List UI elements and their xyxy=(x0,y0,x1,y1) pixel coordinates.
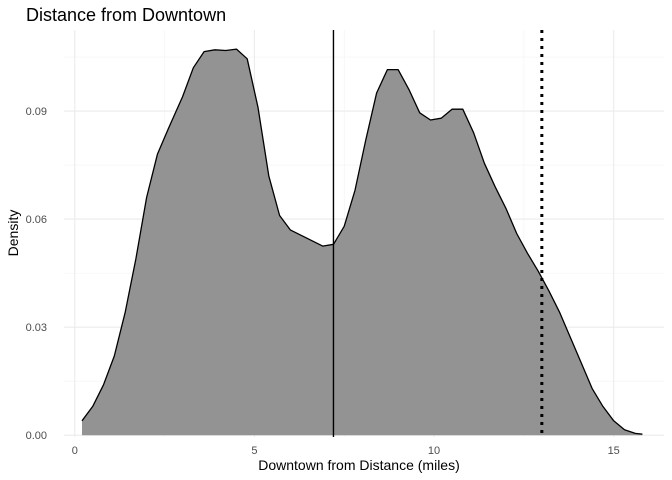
y-tick-label: 0.06 xyxy=(26,214,47,226)
x-tick-label: 0 xyxy=(72,445,78,457)
plot-layer xyxy=(81,30,643,437)
x-tick-label: 10 xyxy=(428,445,440,457)
x-axis-ticks: 0 5 10 15 xyxy=(72,445,620,457)
y-tick-label: 0.03 xyxy=(26,322,47,334)
x-tick-label: 15 xyxy=(608,445,620,457)
x-axis-title: Downtown from Distance (miles) xyxy=(258,457,460,473)
x-tick-label: 5 xyxy=(251,445,257,457)
chart-title: Distance from Downtown xyxy=(26,5,226,25)
y-axis-ticks: 0.00 0.03 0.06 0.09 xyxy=(26,106,47,442)
y-tick-label: 0.09 xyxy=(26,106,47,118)
density-area xyxy=(82,49,643,436)
y-tick-label: 0.00 xyxy=(26,430,47,442)
y-axis-title: Density xyxy=(5,210,21,257)
density-line xyxy=(81,48,643,435)
